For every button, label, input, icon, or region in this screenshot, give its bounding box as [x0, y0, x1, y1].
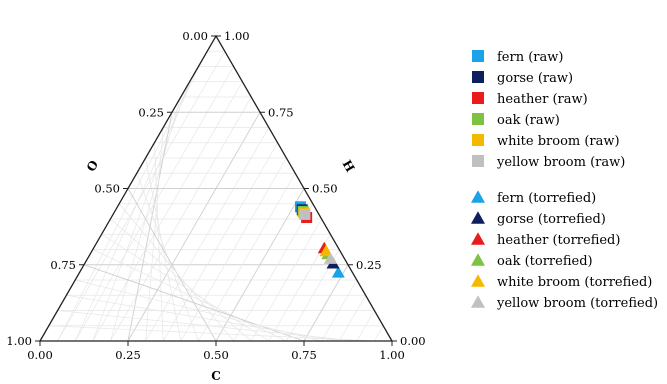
tick-labels: 0.000.00 1.000.250.25 0.750.500.50 0.500.75… — [6, 29, 425, 362]
tick-label-c: 0.00 — [27, 348, 53, 362]
torrefied-data-point — [331, 266, 345, 278]
legend-label: white broom (raw) — [497, 134, 620, 149]
tick-label-o: 1.00 — [6, 334, 32, 348]
legend-label: oak (raw) — [497, 113, 560, 128]
tick-label-h: 0.25 — [356, 258, 382, 272]
tick-label-c: 0.25 — [115, 348, 141, 362]
grid-line — [118, 203, 234, 342]
axis-title-o: O — [84, 158, 101, 174]
legend-label: oak (torrefied) — [497, 254, 593, 269]
grid-line — [48, 325, 375, 342]
legend-label: white broom (torrefied) — [497, 275, 652, 290]
legend-label: yellow broom (torrefied) — [496, 296, 658, 311]
legend-label: heather (torrefied) — [497, 233, 620, 248]
legend-marker — [472, 50, 484, 62]
legend-label: heather (raw) — [497, 92, 588, 107]
legend: fern (raw) gorse (raw) heather (raw) oak (r… — [471, 50, 658, 311]
legend-label: yellow broom (raw) — [496, 155, 625, 170]
legend-marker — [471, 274, 485, 287]
legend-marker — [471, 295, 485, 308]
grid-line — [57, 310, 357, 342]
legend-marker — [471, 232, 485, 245]
grid-line — [198, 173, 296, 342]
grid-line — [233, 203, 314, 342]
tick-label-o: 0.00 — [182, 29, 208, 43]
grid-line — [127, 188, 217, 342]
tick-label-h: 0.00 — [400, 334, 426, 348]
tick-label-h: 0.75 — [268, 105, 294, 119]
legend-marker — [471, 190, 485, 203]
grid-line — [101, 233, 269, 342]
legend-label: gorse (torrefied) — [497, 212, 606, 227]
legend-marker — [471, 253, 485, 266]
tick-label-c: 0.50 — [203, 348, 229, 362]
legend-label: gorse (raw) — [497, 71, 573, 86]
torrefied-data-point — [319, 244, 333, 257]
legend-marker — [472, 92, 484, 104]
tick-label-o: 0.50 — [94, 182, 120, 196]
legend-marker — [472, 155, 484, 167]
grid-line — [83, 264, 305, 342]
legend-label: fern (raw) — [497, 50, 563, 65]
grid-line — [127, 112, 261, 342]
tick-label-o: 0.75 — [50, 258, 76, 272]
legend-marker — [472, 134, 484, 146]
grid-line — [66, 294, 340, 342]
grid-line — [356, 310, 375, 342]
torrefied-data-point — [323, 252, 337, 264]
legend-marker — [471, 211, 485, 224]
legend-label: fern (torrefied) — [497, 191, 596, 206]
axis-title-h: H — [340, 158, 358, 175]
tick-label-c: 0.75 — [291, 348, 317, 362]
grid-lines — [48, 50, 384, 342]
grid-line — [57, 51, 226, 342]
legend-marker — [472, 71, 484, 83]
axis-title-c: C — [211, 369, 221, 383]
tick-label-h: 0.50 — [312, 182, 338, 196]
tick-label-o: 0.25 — [138, 105, 164, 119]
grid-line — [110, 218, 252, 342]
grid-line — [250, 218, 322, 342]
grid-line — [338, 295, 366, 342]
legend-marker — [472, 113, 484, 125]
grid-line — [162, 142, 278, 342]
tick-label-c: 1.00 — [379, 348, 405, 362]
grid-line — [92, 81, 243, 342]
grid-line — [321, 279, 358, 342]
raw-data-point — [299, 208, 311, 220]
tick-label-h: 1.00 — [224, 29, 250, 43]
triangle-frame — [35, 34, 397, 346]
grid-line — [374, 325, 384, 342]
data-points — [294, 201, 345, 278]
grid-line — [92, 249, 287, 342]
